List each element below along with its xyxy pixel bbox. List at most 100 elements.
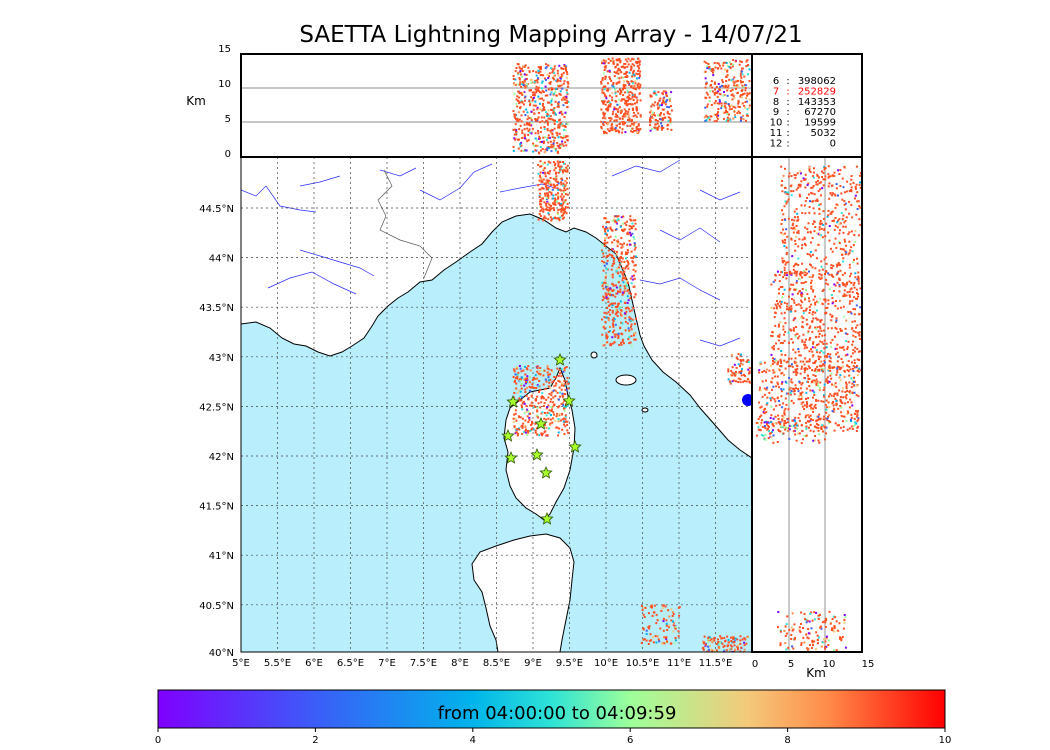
lightning-source: [667, 626, 670, 629]
lightning-source: [848, 427, 851, 430]
lat-tick-label: 40°N: [209, 648, 234, 659]
lightning-source: [603, 121, 606, 123]
lightning-source: [843, 614, 846, 616]
lightning-source: [560, 75, 563, 78]
lightning-source: [630, 325, 632, 328]
lightning-source: [615, 228, 618, 231]
lightning-source: [850, 425, 853, 428]
lightning-source: [815, 181, 818, 184]
lightning-source: [833, 384, 836, 387]
lightning-source: [559, 208, 562, 211]
lightning-source: [548, 191, 551, 194]
lightning-source: [620, 71, 623, 74]
lightning-source: [562, 82, 565, 85]
lightning-source: [766, 429, 769, 431]
lightning-source: [744, 106, 747, 109]
lightning-source: [553, 107, 556, 109]
lightning-source: [778, 333, 781, 336]
lightning-source: [731, 374, 734, 377]
lightning-source: [532, 91, 535, 94]
lightning-source: [521, 137, 524, 139]
lightning-source: [733, 110, 736, 113]
lightning-source: [604, 217, 607, 219]
lightning-source: [836, 351, 839, 354]
lightning-source: [523, 99, 526, 102]
lightning-source: [515, 129, 518, 131]
lightning-source: [795, 274, 798, 277]
lightning-source: [633, 274, 635, 277]
lightning-source: [835, 385, 838, 388]
lightning-source: [615, 312, 618, 315]
lightning-source: [852, 381, 855, 383]
lightning-source: [630, 130, 633, 133]
lightning-source: [564, 101, 567, 104]
lightning-source: [607, 61, 610, 64]
station-star-icon: [568, 439, 582, 453]
lightning-source: [746, 94, 749, 97]
lightning-source: [823, 298, 826, 301]
lightning-source: [789, 310, 792, 313]
lightning-source: [813, 391, 816, 394]
lightning-source: [808, 420, 811, 423]
lightning-source: [626, 90, 629, 93]
lightning-source: [605, 122, 608, 125]
lightning-source: [619, 117, 622, 120]
lightning-source: [826, 419, 829, 421]
lightning-source: [820, 368, 823, 371]
lightning-source: [735, 372, 738, 375]
lightning-source: [713, 113, 716, 116]
lightning-source: [609, 103, 612, 106]
lightning-source: [837, 194, 839, 197]
lightning-source: [559, 143, 561, 146]
lightning-source: [801, 339, 804, 342]
lightning-source: [665, 640, 668, 643]
lightning-source: [790, 363, 793, 366]
lightning-source: [782, 233, 785, 236]
lightning-source: [834, 347, 837, 350]
lightning-source: [791, 293, 794, 296]
lightning-source: [530, 89, 532, 92]
lightning-source: [759, 415, 761, 418]
lightning-source: [795, 304, 798, 306]
lightning-source: [796, 172, 799, 175]
lightning-source: [852, 352, 854, 355]
lightning-source: [551, 71, 554, 74]
lightning-source: [799, 393, 802, 396]
lightning-source: [781, 260, 784, 263]
lightning-source: [803, 613, 806, 615]
lightning-source: [622, 274, 625, 277]
lightning-source: [613, 239, 616, 242]
lightning-source: [812, 342, 814, 345]
lightning-source: [542, 142, 545, 145]
lightning-source: [829, 353, 832, 356]
lightning-source: [628, 225, 631, 227]
lightning-source: [631, 318, 634, 321]
lightning-source: [521, 396, 524, 398]
lightning-source: [784, 428, 787, 431]
lightning-source: [790, 338, 793, 341]
lightning-source: [553, 376, 556, 378]
lightning-source: [802, 333, 805, 336]
lightning-source: [839, 247, 842, 250]
lightning-source: [818, 269, 821, 272]
lightning-source: [739, 362, 742, 365]
lightning-source: [548, 181, 551, 184]
lightning-source: [782, 293, 785, 295]
borders: [377, 169, 433, 279]
lightning-source: [560, 204, 563, 207]
lightning-source: [561, 123, 564, 126]
lightning-source: [555, 376, 558, 379]
lightning-source: [642, 613, 645, 616]
lightning-source: [760, 421, 763, 424]
lightning-source: [538, 135, 541, 138]
lightning-source: [730, 374, 733, 377]
lightning-source: [718, 653, 720, 655]
lightning-source: [519, 395, 522, 398]
lightning-source: [812, 171, 815, 174]
lightning-source: [820, 645, 823, 648]
lightning-source: [524, 388, 527, 391]
lightning-source: [800, 365, 803, 368]
lightning-source: [529, 386, 532, 389]
lightning-source: [788, 306, 791, 309]
lightning-source: [557, 192, 559, 195]
